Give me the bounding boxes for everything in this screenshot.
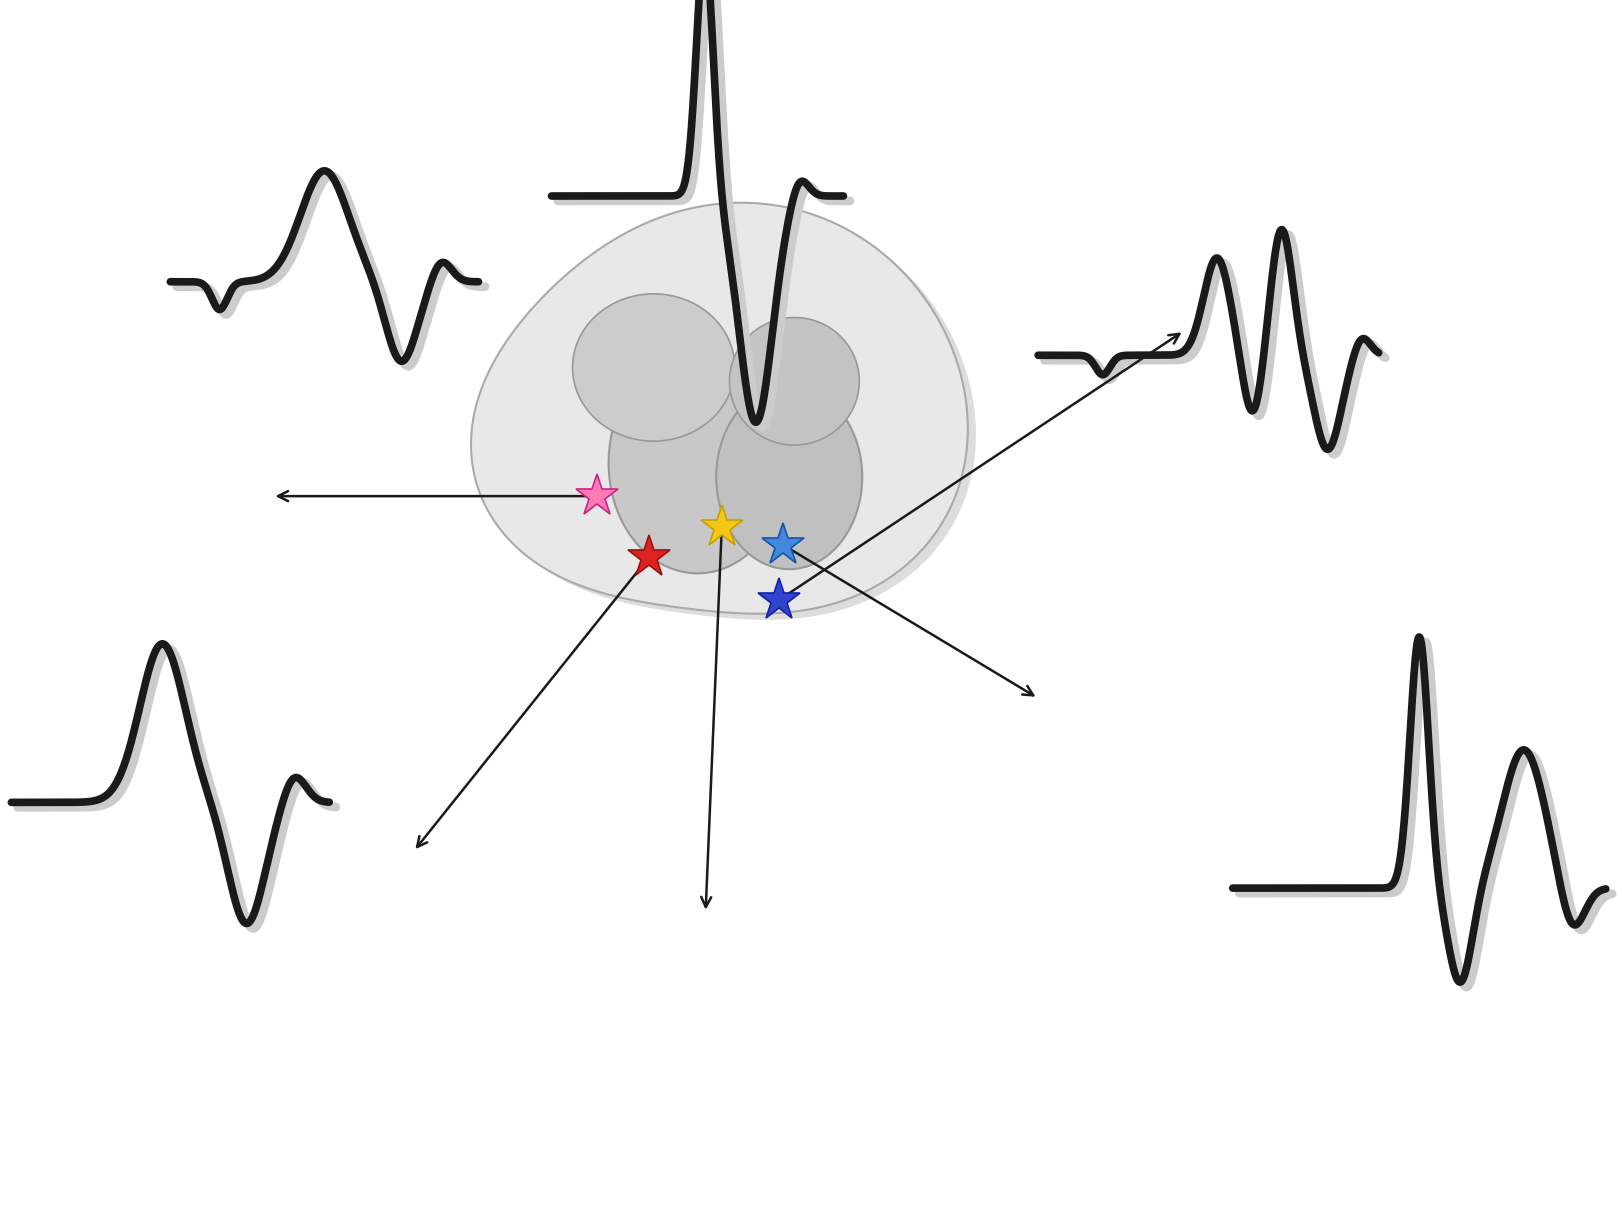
Polygon shape [470,203,968,614]
Polygon shape [573,294,735,441]
Polygon shape [717,385,863,570]
Polygon shape [730,317,860,445]
Polygon shape [608,352,787,573]
Polygon shape [478,209,976,620]
